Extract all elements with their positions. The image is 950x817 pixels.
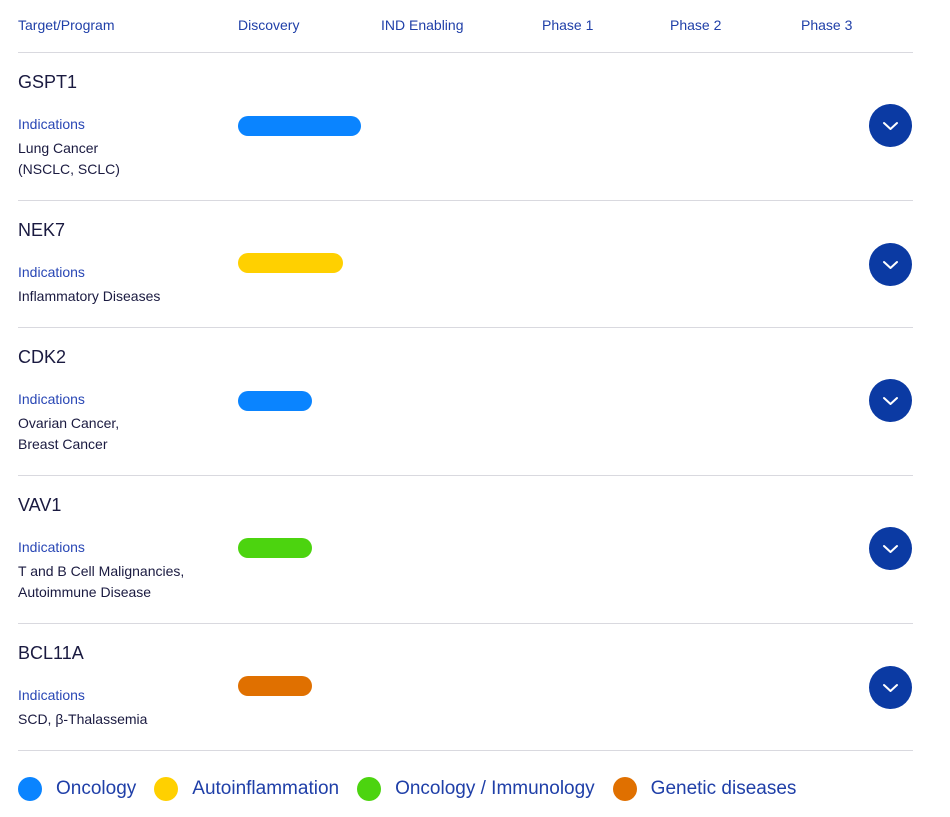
indication-line: Lung Cancer bbox=[18, 140, 99, 156]
legend-item: Genetic diseases bbox=[612, 777, 797, 801]
column-header-ind-enabling: IND Enabling bbox=[381, 17, 464, 33]
expand-row-button[interactable] bbox=[869, 104, 912, 147]
legend-dot bbox=[18, 777, 42, 801]
expand-row-button[interactable] bbox=[869, 527, 912, 570]
indication-line: Ovarian Cancer, bbox=[18, 415, 120, 431]
program-name: NEK7 bbox=[18, 220, 66, 240]
progress-bar bbox=[238, 391, 312, 411]
indications-label: Indications bbox=[18, 391, 85, 407]
expand-row-button[interactable] bbox=[869, 666, 912, 709]
program-name: BCL11A bbox=[18, 643, 84, 663]
pipeline-table: GSPT1 Indications Lung Cancer (NSCLC, SCLC)… bbox=[18, 53, 913, 751]
program-name: CDK2 bbox=[18, 347, 67, 367]
indications-text: T and B Cell Malignancies, Autoimmune Dis… bbox=[18, 561, 218, 603]
indications-text: Inflammatory Diseases bbox=[18, 286, 218, 307]
chevron-down-icon bbox=[883, 397, 898, 405]
legend-dot bbox=[154, 777, 179, 801]
legend-label: Autoinflammation bbox=[192, 778, 340, 799]
indication-line: SCD, β-Thalassemia bbox=[18, 711, 148, 727]
chevron-down-icon bbox=[883, 122, 898, 130]
chevron-down-icon bbox=[883, 261, 898, 269]
legend-dot bbox=[612, 777, 637, 801]
progress-bar bbox=[238, 253, 343, 273]
column-header-phase-2: Phase 2 bbox=[670, 17, 722, 33]
indication-line: Breast Cancer bbox=[18, 436, 108, 452]
expand-row-button[interactable] bbox=[869, 379, 912, 422]
indications-text: SCD, β-Thalassemia bbox=[18, 709, 218, 730]
pipeline-header: Target/Program Discovery IND Enabling Ph… bbox=[18, 0, 913, 53]
indications-label: Indications bbox=[18, 687, 85, 703]
indications-label: Indications bbox=[18, 116, 85, 132]
pipeline-row: GSPT1 Indications Lung Cancer (NSCLC, SCLC) bbox=[18, 53, 913, 201]
indication-line: (NSCLC, SCLC) bbox=[18, 161, 120, 177]
pipeline-row: BCL11A Indications SCD, β-Thalassemia bbox=[18, 624, 913, 751]
program-name: VAV1 bbox=[18, 495, 62, 515]
column-header-target: Target/Program bbox=[18, 17, 115, 33]
legend-label: Oncology bbox=[56, 778, 137, 799]
indication-line: Autoimmune Disease bbox=[18, 584, 152, 600]
progress-bar bbox=[238, 116, 361, 136]
program-name: GSPT1 bbox=[18, 72, 78, 92]
indication-line: Inflammatory Diseases bbox=[18, 288, 161, 304]
legend-item: Oncology bbox=[18, 777, 136, 801]
column-header-discovery: Discovery bbox=[238, 17, 300, 33]
indications-text: Lung Cancer (NSCLC, SCLC) bbox=[18, 138, 218, 180]
chevron-down-icon bbox=[883, 684, 898, 692]
progress-bar bbox=[238, 538, 312, 558]
column-header-phase-3: Phase 3 bbox=[801, 17, 853, 33]
indications-label: Indications bbox=[18, 539, 85, 555]
indications-label: Indications bbox=[18, 264, 85, 280]
progress-bar bbox=[238, 676, 312, 696]
chevron-down-icon bbox=[883, 545, 898, 553]
legend-label: Genetic diseases bbox=[650, 778, 797, 799]
legend-label: Oncology / Immunology bbox=[395, 778, 595, 799]
pipeline-row: CDK2 Indications Ovarian Cancer, Breast Can… bbox=[18, 328, 913, 476]
pipeline-row: NEK7 Indications Inflammatory Diseases bbox=[18, 201, 913, 328]
legend-item: Autoinflammation bbox=[154, 777, 339, 801]
pipeline-row: VAV1 Indications T and B Cell Malignancies… bbox=[18, 476, 913, 624]
expand-row-button[interactable] bbox=[869, 243, 912, 286]
indications-text: Ovarian Cancer, Breast Cancer bbox=[18, 413, 218, 455]
legend-dot bbox=[357, 777, 382, 801]
indication-line: T and B Cell Malignancies, bbox=[18, 563, 185, 579]
legend: Oncology Autoinflammation Oncology / Immun… bbox=[18, 776, 814, 802]
legend-item: Oncology / Immunology bbox=[357, 777, 595, 801]
column-header-phase-1: Phase 1 bbox=[542, 17, 594, 33]
